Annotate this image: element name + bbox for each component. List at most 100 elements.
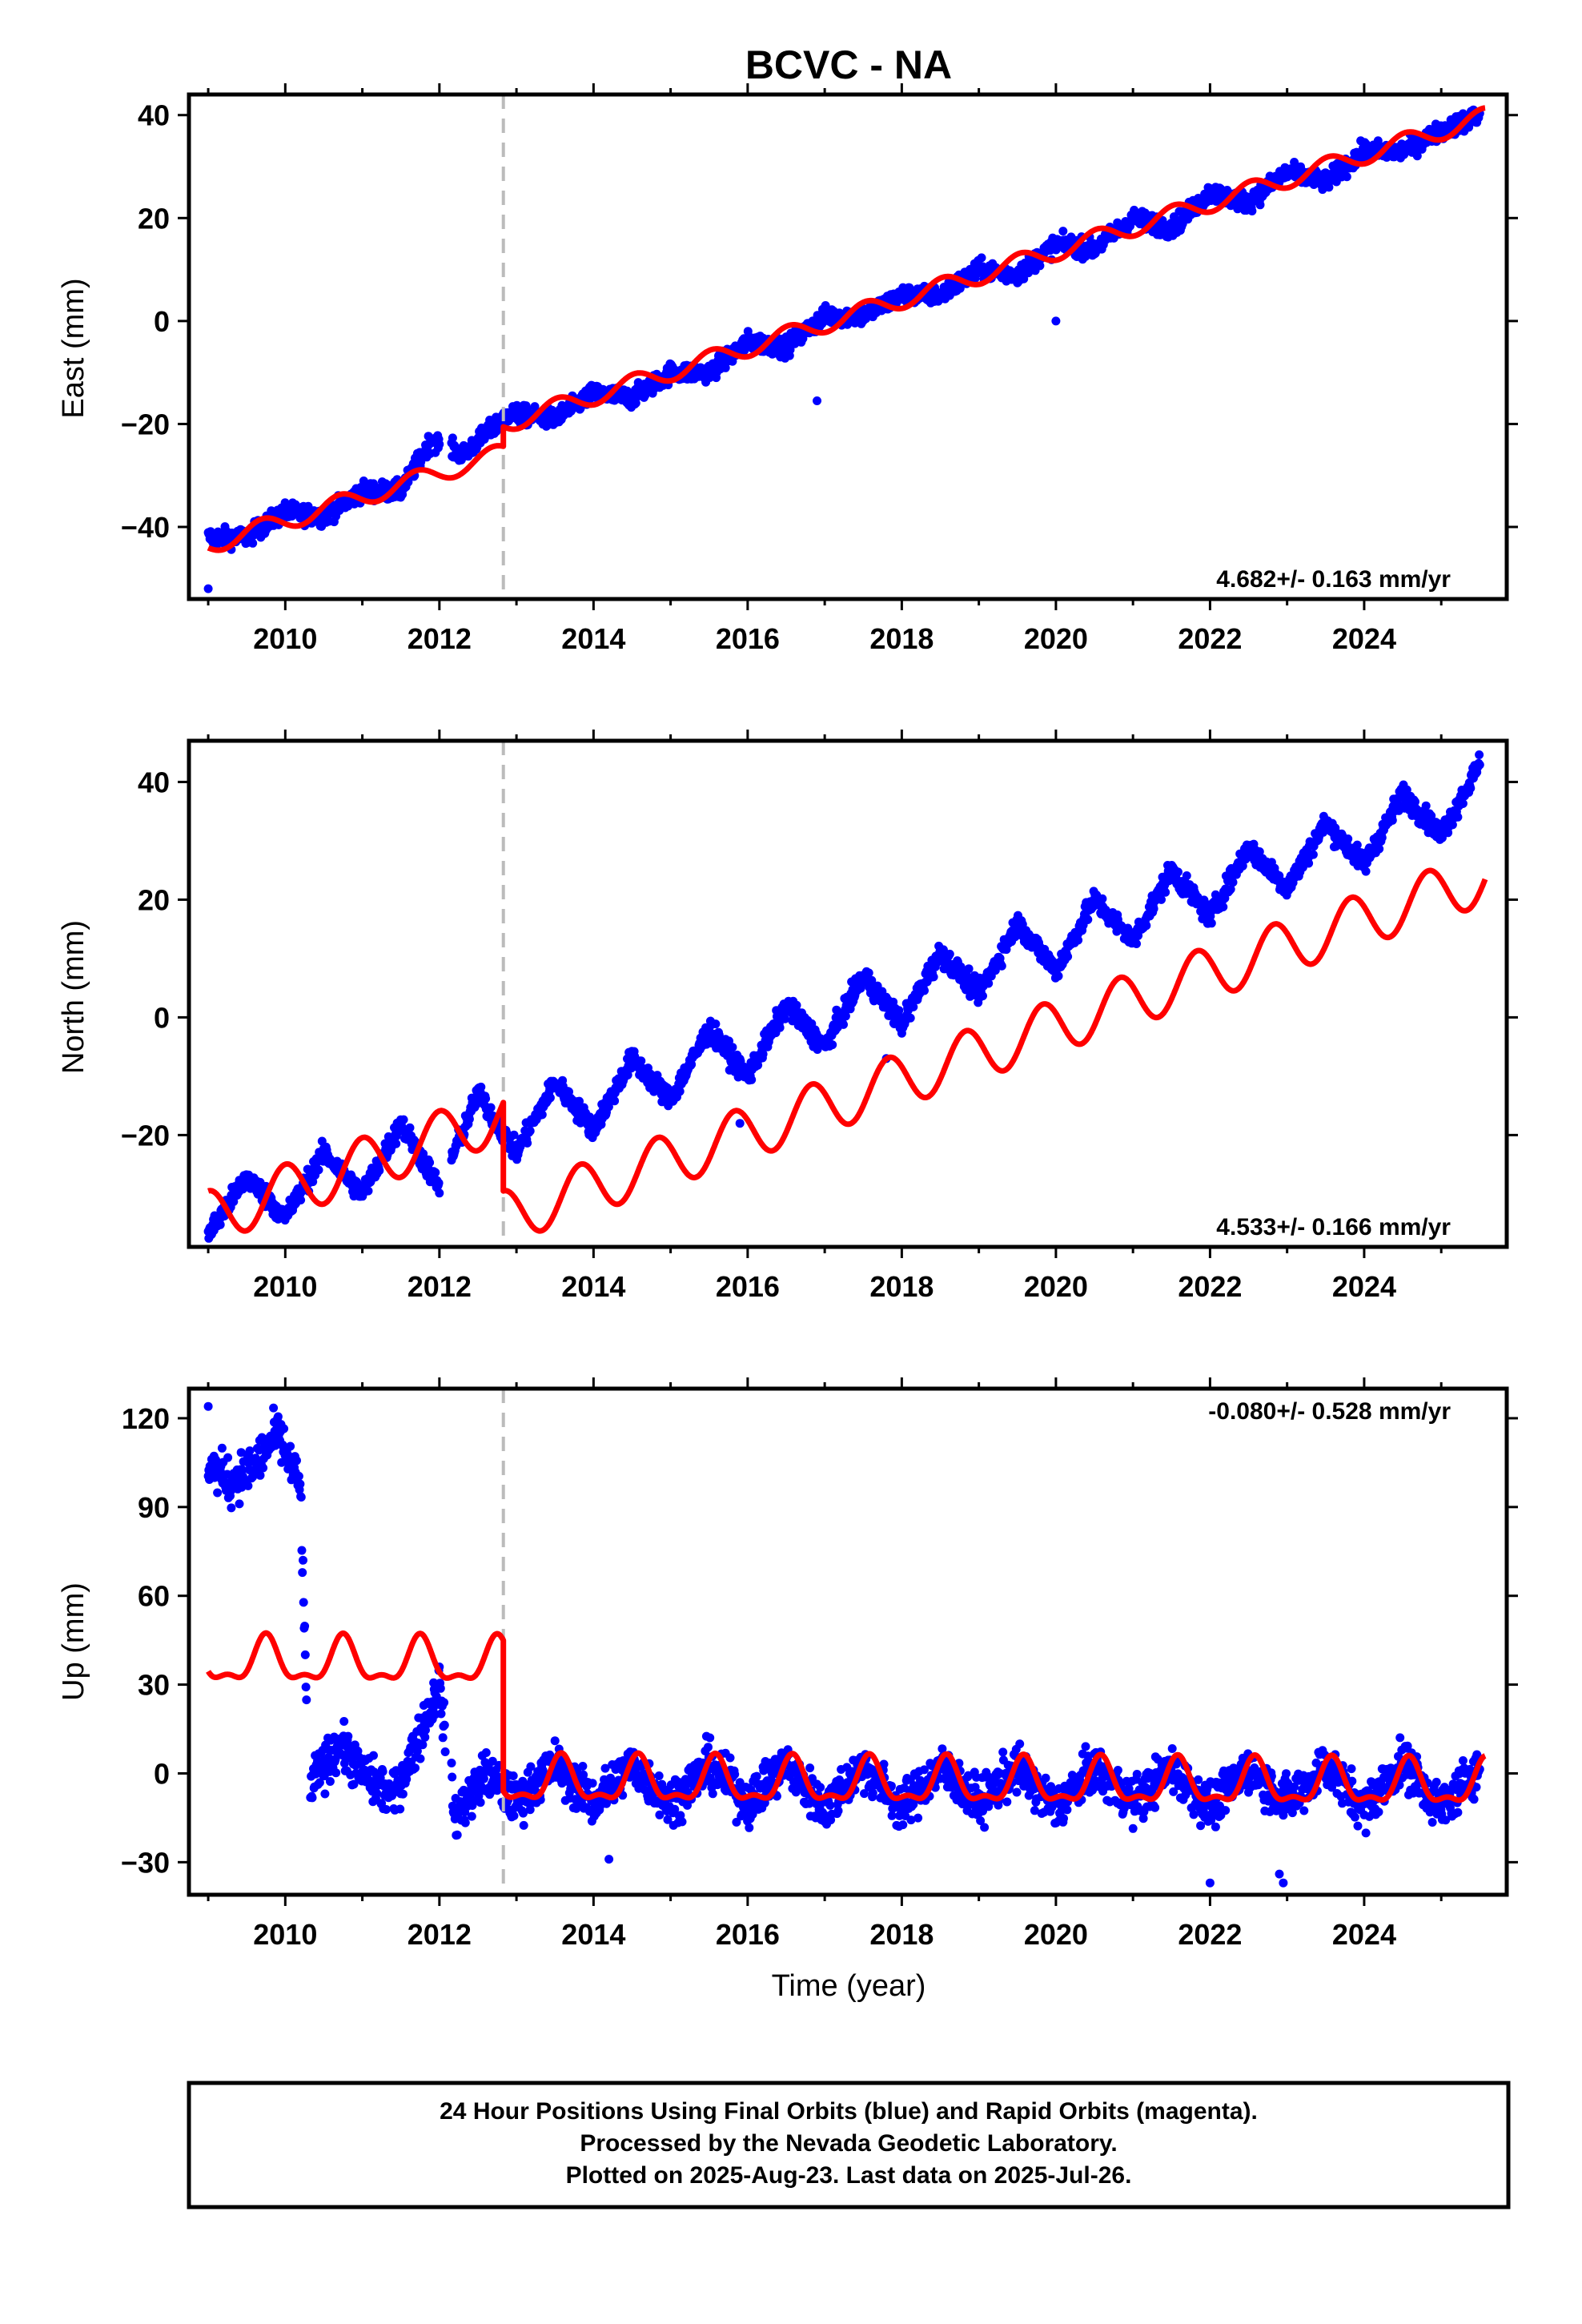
up-data-point (273, 1412, 283, 1421)
east-x-tick-label: 2014 (561, 622, 625, 655)
north-data-point (1174, 867, 1182, 877)
north-x-tick-label: 2022 (1178, 1270, 1242, 1303)
north-x-tick-label: 2012 (408, 1270, 472, 1303)
north-data-point (375, 1166, 384, 1176)
north-data-point (1475, 760, 1484, 770)
east-data-point (631, 398, 640, 408)
north-data-point (1142, 921, 1151, 931)
up-data-point (396, 1804, 405, 1814)
north-data-point (1361, 866, 1371, 876)
north-data-point (363, 1186, 373, 1196)
up-data-point (302, 1695, 311, 1705)
east-rate-label: 4.682+/- 0.163 mm/yr (1216, 566, 1451, 593)
north-data-point (905, 1013, 915, 1023)
up-data-point (299, 1555, 307, 1565)
north-data-point (1161, 887, 1170, 897)
up-data-point (416, 1754, 425, 1763)
up-data-point (460, 1818, 470, 1827)
up-data-point (325, 1777, 335, 1786)
north-data-point (828, 1040, 837, 1050)
east-data-point (1342, 172, 1351, 182)
north-data-point (431, 1168, 440, 1177)
north-data-point (391, 1139, 401, 1148)
north-data-point (964, 964, 974, 974)
up-data-point (300, 1622, 310, 1630)
north-data-point (1207, 919, 1216, 928)
east-y-tick-label: −40 (121, 511, 170, 544)
up-data-point (378, 1767, 387, 1776)
north-data-point (945, 949, 954, 959)
up-data-point (481, 1748, 491, 1757)
up-data-point (447, 1759, 456, 1767)
north-data-point (1377, 833, 1387, 842)
up-data-point (436, 1709, 446, 1719)
up-data-point (299, 1598, 308, 1607)
east-x-tick-label: 2010 (253, 622, 317, 655)
north-y-tick-label: −20 (121, 1119, 170, 1152)
north-data-point (1228, 878, 1238, 887)
north-data-point (425, 1158, 435, 1168)
up-data-point (440, 1747, 450, 1756)
north-axis-label: North (mm) (57, 920, 90, 1074)
east-outlier-point (813, 396, 821, 405)
east-data-point (1247, 207, 1257, 215)
up-data-point (411, 1763, 420, 1773)
north-y-tick-label: 20 (138, 883, 170, 916)
north-data-point (1149, 904, 1158, 914)
north-data-point (610, 1096, 620, 1106)
north-y-tick-label: 0 (154, 1001, 170, 1034)
east-outlier-point (203, 584, 213, 593)
up-data-point (223, 1453, 233, 1462)
north-data-point (894, 1006, 904, 1015)
north-data-point (1475, 750, 1484, 759)
north-rate-label: 4.533+/- 0.166 mm/yr (1216, 1214, 1451, 1240)
north-x-tick-label: 2024 (1332, 1270, 1396, 1303)
up-data-point (300, 1650, 310, 1659)
up-data-point (381, 1805, 391, 1814)
north-data-point (1132, 939, 1141, 948)
north-data-point (435, 1188, 444, 1198)
north-data-point (481, 1094, 491, 1104)
north-data-point (792, 1000, 801, 1010)
up-data-point (213, 1488, 223, 1498)
up-data-point (436, 1683, 445, 1693)
up-data-point (295, 1479, 305, 1489)
north-data-point (1308, 850, 1318, 859)
north-data-point (929, 972, 938, 982)
east-x-tick-label: 2024 (1332, 622, 1396, 655)
east-y-tick-label: −20 (121, 408, 170, 440)
north-x-tick-label: 2018 (869, 1270, 934, 1303)
east-x-tick-label: 2012 (408, 622, 472, 655)
north-data-point (1453, 812, 1463, 822)
up-data-point (476, 1798, 485, 1807)
north-data-point (476, 1082, 486, 1092)
up-data-point (259, 1463, 268, 1473)
north-x-tick-label: 2020 (1024, 1270, 1088, 1303)
up-data-point (296, 1493, 306, 1502)
chart-title: BCVC - NA (745, 42, 952, 87)
east-data-point (448, 433, 457, 443)
north-x-tick-label: 2014 (561, 1270, 625, 1303)
north-data-point (864, 968, 873, 978)
up-data-point (452, 1830, 462, 1839)
up-data-point (294, 1471, 303, 1481)
east-axis-label: East (mm) (57, 278, 90, 418)
east-x-tick-label: 2016 (716, 622, 780, 655)
north-data-point (1466, 783, 1476, 793)
up-data-point (286, 1441, 295, 1451)
north-data-point (1421, 801, 1431, 810)
up-data-point (369, 1751, 378, 1760)
up-data-point (418, 1740, 428, 1750)
north-data-point (920, 986, 929, 995)
east-outlier-point (1051, 316, 1061, 326)
east-data-point (721, 363, 730, 372)
east-panel: 2010 2012 2014 2016 2018 2020 2022 2024 −40−200… (57, 83, 1518, 655)
north-data-point (781, 1014, 790, 1023)
up-data-point (467, 1811, 476, 1821)
up-data-point (440, 1698, 449, 1707)
up-data-point (398, 1789, 408, 1799)
up-data-point (217, 1443, 227, 1453)
north-y-tick-label: 40 (138, 766, 170, 798)
north-data-point (1054, 971, 1063, 981)
